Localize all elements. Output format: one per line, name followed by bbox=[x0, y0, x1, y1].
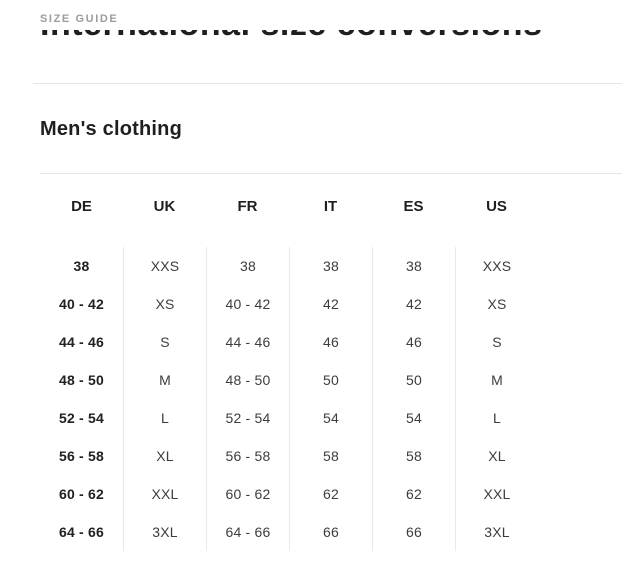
table-row: 60 - 62 XXL 60 - 62 62 62 XXL bbox=[40, 475, 538, 513]
table-cell: 64 - 66 bbox=[59, 524, 104, 540]
size-guide-label: SIZE GUIDE bbox=[40, 13, 119, 25]
table-cell: 38 bbox=[206, 247, 289, 285]
table-cell: M bbox=[455, 361, 538, 399]
main-heading-clipped: International size conversions bbox=[40, 30, 560, 38]
table-cell: 50 bbox=[372, 361, 455, 399]
table-cell: 60 - 62 bbox=[206, 475, 289, 513]
table-cell: XXS bbox=[123, 247, 206, 285]
table-cell: 62 bbox=[289, 475, 372, 513]
table-cell: XXS bbox=[455, 247, 538, 285]
table-cell: 46 bbox=[372, 323, 455, 361]
column-header-us: US bbox=[486, 198, 507, 215]
table-cell: 64 - 66 bbox=[206, 513, 289, 551]
table-cell: 54 bbox=[289, 399, 372, 437]
divider-top bbox=[33, 83, 622, 84]
table-cell: 56 - 58 bbox=[59, 448, 104, 464]
table-cell: 40 - 42 bbox=[206, 285, 289, 323]
table-row: 40 - 42 XS 40 - 42 42 42 XS bbox=[40, 285, 538, 323]
column-header-uk: UK bbox=[153, 198, 176, 215]
table-cell: 46 bbox=[289, 323, 372, 361]
table-row: 48 - 50 M 48 - 50 50 50 M bbox=[40, 361, 538, 399]
size-conversion-table: DE UK FR IT ES US 38 XXS 38 38 38 XXS 40 - 42 X… bbox=[40, 191, 538, 551]
table-cell: 56 - 58 bbox=[206, 437, 289, 475]
table-row: 52 - 54 L 52 - 54 54 54 L bbox=[40, 399, 538, 437]
table-cell: 42 bbox=[372, 285, 455, 323]
table-cell: 44 - 46 bbox=[59, 334, 104, 350]
table-cell: S bbox=[455, 323, 538, 361]
table-cell: L bbox=[455, 399, 538, 437]
table-cell: 48 - 50 bbox=[59, 372, 104, 388]
table-cell: XS bbox=[455, 285, 538, 323]
table-cell: 52 - 54 bbox=[59, 410, 104, 426]
column-header-fr: FR bbox=[237, 198, 258, 215]
table-cell: 54 bbox=[372, 399, 455, 437]
table-cell: XS bbox=[123, 285, 206, 323]
table-cell: 40 - 42 bbox=[59, 296, 104, 312]
table-row: 44 - 46 S 44 - 46 46 46 S bbox=[40, 323, 538, 361]
page-title: International size conversions bbox=[40, 30, 560, 38]
section-title: Men's clothing bbox=[40, 118, 182, 140]
table-cell: 58 bbox=[372, 437, 455, 475]
divider-section bbox=[40, 173, 622, 174]
table-row: 56 - 58 XL 56 - 58 58 58 XL bbox=[40, 437, 538, 475]
table-cell: 42 bbox=[289, 285, 372, 323]
table-cell: 44 - 46 bbox=[206, 323, 289, 361]
table-body: 38 XXS 38 38 38 XXS 40 - 42 XS 40 - 42 42 42 XS 44 -… bbox=[40, 247, 538, 551]
table-cell: 50 bbox=[289, 361, 372, 399]
table-cell: 38 bbox=[73, 258, 90, 274]
table-cell: L bbox=[123, 399, 206, 437]
table-header-row: DE UK FR IT ES US bbox=[40, 191, 538, 222]
table-cell: 3XL bbox=[123, 513, 206, 551]
table-cell: 3XL bbox=[455, 513, 538, 551]
table-cell: 66 bbox=[372, 513, 455, 551]
column-header-es: ES bbox=[403, 198, 424, 215]
table-cell: M bbox=[123, 361, 206, 399]
table-cell: 66 bbox=[289, 513, 372, 551]
table-row: 64 - 66 3XL 64 - 66 66 66 3XL bbox=[40, 513, 538, 551]
table-cell: 38 bbox=[372, 247, 455, 285]
table-cell: 52 - 54 bbox=[206, 399, 289, 437]
table-cell: XXL bbox=[123, 475, 206, 513]
table-row: 38 XXS 38 38 38 XXS bbox=[40, 247, 538, 285]
column-header-de: DE bbox=[71, 198, 92, 215]
table-cell: 48 - 50 bbox=[206, 361, 289, 399]
table-cell: XL bbox=[455, 437, 538, 475]
table-cell: XXL bbox=[455, 475, 538, 513]
table-cell: 60 - 62 bbox=[59, 486, 104, 502]
table-cell: 38 bbox=[289, 247, 372, 285]
table-cell: S bbox=[123, 323, 206, 361]
table-cell: XL bbox=[123, 437, 206, 475]
column-header-it: IT bbox=[323, 198, 338, 215]
table-cell: 62 bbox=[372, 475, 455, 513]
table-cell: 58 bbox=[289, 437, 372, 475]
